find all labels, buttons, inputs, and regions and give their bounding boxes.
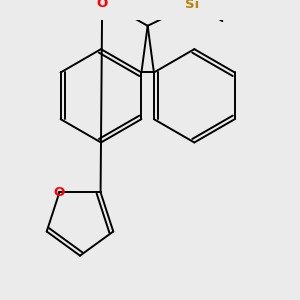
Text: Si: Si [185, 0, 199, 11]
Text: O: O [97, 0, 108, 10]
Text: O: O [54, 186, 65, 199]
